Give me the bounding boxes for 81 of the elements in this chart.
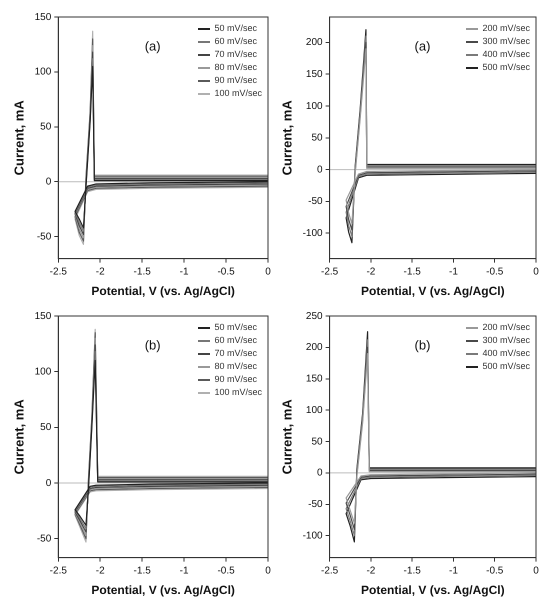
y-tick-label: 100 [306,404,324,416]
x-tick-label: -1.5 [134,565,152,576]
y-tick-label: 150 [306,68,324,80]
legend-label: 300 mV/sec [482,334,530,347]
y-tick-label: 50 [40,422,52,434]
y-tick-label: 150 [34,310,52,322]
x-tick-label: -2 [96,565,106,576]
legend-label: 50 mV/sec [214,22,257,35]
legend-label: 100 mV/sec [214,87,262,100]
y-tick-label: 100 [306,100,324,112]
x-tick-label: -0.5 [217,266,236,278]
legend-label: 70 mV/sec [214,48,257,61]
legend-label: 90 mV/sec [214,373,257,386]
y-axis-title: Current, mA [11,398,26,474]
x-tick-label: -1 [180,565,189,576]
y-tick-label: 50 [311,132,324,144]
y-tick-label: -50 [308,196,324,208]
legend-label: 90 mV/sec [214,74,257,87]
y-tick-label: 0 [46,478,52,489]
y-tick-label: 0 [46,176,52,188]
y-axis-title: Current, mA [279,398,294,474]
x-tick-label: -1.5 [404,565,422,576]
annotation: (b) [144,338,161,353]
x-axis-title: Potential, V (vs. Ag/AgCl) [91,583,235,598]
y-tick-label: 0 [317,468,324,479]
x-tick-label: 0 [265,266,272,278]
y-tick-label: 50 [311,436,324,448]
legend-label: 60 mV/sec [214,35,257,48]
y-tick-label: 150 [306,374,324,385]
y-tick-label: 0 [317,164,324,176]
y-tick-label: -50 [308,499,324,510]
x-axis-title: Potential, V (vs. Ag/AgCl) [361,583,505,598]
legend-label: 60 mV/sec [214,334,257,347]
y-tick-label: 100 [34,66,52,78]
x-tick-label: 0 [533,266,540,278]
annotation: (b) [414,338,430,353]
y-axis-title: Current, mA [11,100,26,176]
y-tick-label: 200 [306,342,324,354]
x-tick-label: -0.5 [217,565,236,576]
x-tick-label: 0 [533,565,540,576]
legend-label: 500 mV/sec [482,61,530,74]
legend-label: 50 mV/sec [214,321,257,334]
legend-label: 400 mV/sec [482,48,530,61]
y-tick-label: -50 [36,231,52,242]
legend-label: 80 mV/sec [214,360,257,373]
y-tick-label: -100 [302,530,324,542]
y-tick-label: -50 [36,533,52,544]
x-tick-label: -0.5 [486,565,504,576]
x-tick-label: -0.5 [486,266,504,278]
legend-label: 100 mV/sec [214,386,262,399]
legend-label: 200 mV/sec [482,321,530,334]
x-tick-label: -2.5 [50,565,68,576]
x-tick-label: -1.5 [134,266,152,278]
x-axis-title: Potential, V (vs. Ag/AgCl) [361,284,505,298]
x-tick-label: -1.5 [404,266,422,278]
legend-label: 200 mV/sec [482,22,530,35]
x-tick-label: -2.5 [320,266,339,278]
y-tick-label: -100 [302,228,324,239]
legend-label: 400 mV/sec [482,347,530,360]
x-tick-label: -1 [448,266,458,278]
y-tick-label: 250 [306,310,324,322]
x-tick-label: -2 [96,266,106,278]
x-tick-label: -2 [366,266,376,278]
annotation: (a) [414,38,430,54]
legend-label: 300 mV/sec [482,35,530,48]
x-axis-title: Potential, V (vs. Ag/AgCl) [91,284,235,298]
legend-label: 80 mV/sec [214,61,257,74]
legend-label: 70 mV/sec [214,347,257,360]
x-tick-label: -1 [180,266,189,278]
y-tick-label: 150 [34,12,52,23]
x-tick-label: -1 [448,565,458,576]
y-axis-title: Current, mA [279,100,294,176]
x-tick-label: -2.5 [320,565,339,576]
y-tick-label: 50 [40,122,52,133]
annotation: (a) [144,38,161,54]
legend-label: 500 mV/sec [482,360,530,373]
y-tick-label: 200 [306,37,324,48]
y-tick-label: 100 [34,366,52,378]
x-tick-label: 0 [265,565,272,576]
x-tick-label: -2.5 [50,266,68,278]
x-tick-label: -2 [366,565,376,576]
